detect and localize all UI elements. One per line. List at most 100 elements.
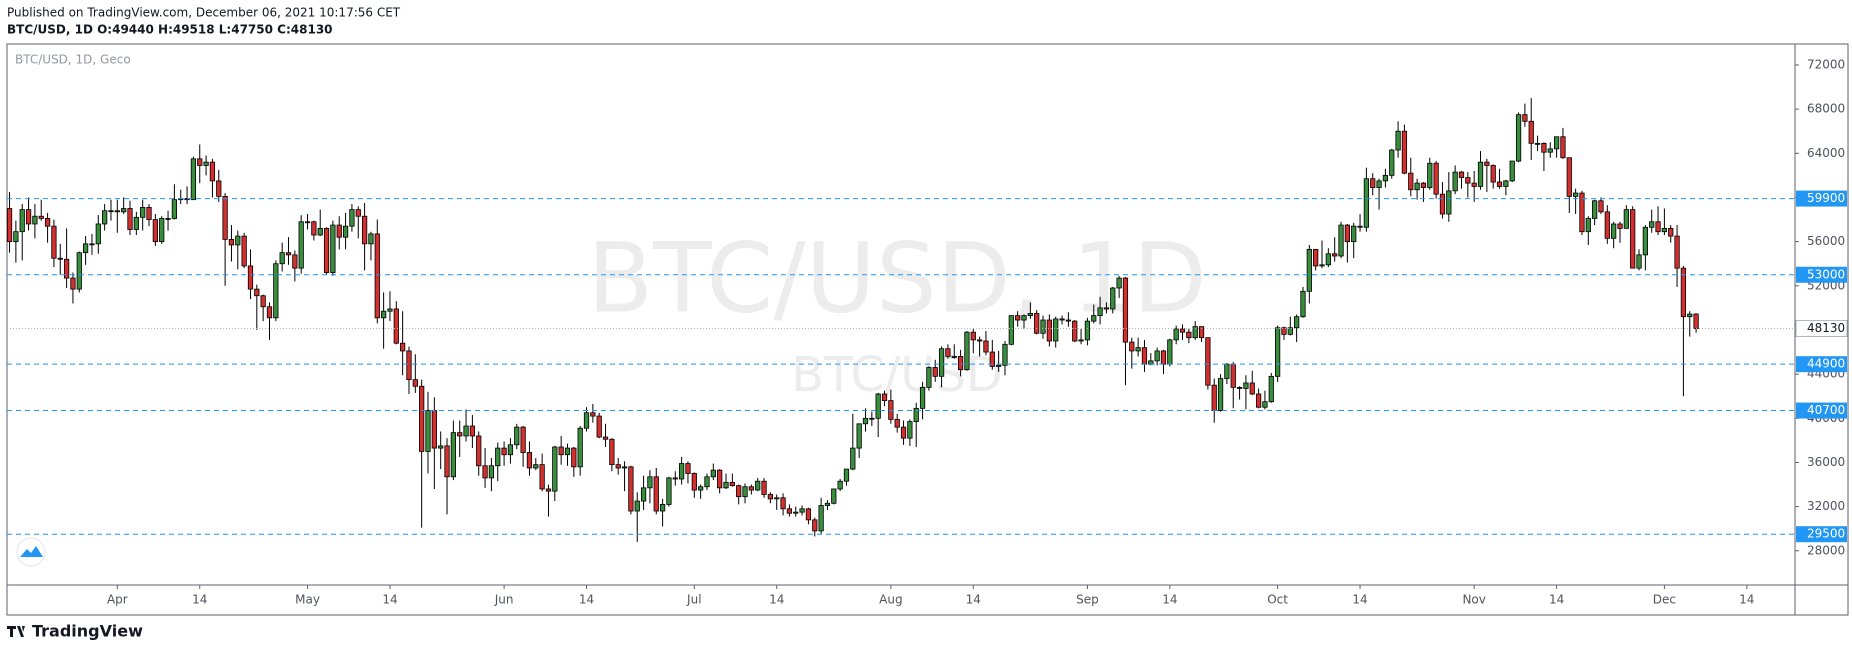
candle-body [1313, 248, 1319, 267]
candle-body [564, 447, 571, 456]
candle-body [1319, 264, 1325, 267]
candle-body [761, 480, 767, 495]
y-tick-label: 56000 [1807, 234, 1845, 248]
candle-body [1275, 327, 1281, 377]
candle-body [412, 379, 418, 387]
candle-body [672, 477, 678, 480]
candle-body [482, 465, 488, 479]
candle-body [419, 385, 425, 452]
candle-body [1325, 253, 1331, 266]
candle-body [932, 367, 938, 377]
candle-body [729, 481, 735, 487]
candle-body [507, 444, 514, 456]
candle-body [989, 351, 995, 367]
candle-body [1661, 227, 1668, 233]
candle-body [609, 438, 615, 466]
candle-body [140, 207, 146, 218]
candle-body [368, 233, 374, 245]
candle-body [1547, 148, 1553, 153]
candle-body [330, 224, 336, 273]
candle-body [621, 466, 628, 469]
y-tick-label: 28000 [1807, 543, 1845, 557]
candle-body [469, 425, 476, 437]
candle-body [159, 218, 165, 243]
candle-body [1167, 339, 1173, 365]
candle-body [1078, 339, 1084, 342]
candle-body [583, 412, 590, 429]
candle-body [260, 295, 266, 308]
candle-body [786, 508, 793, 514]
candle-body [1338, 224, 1344, 257]
candle-body [1243, 382, 1249, 389]
level-label: 59900 [1807, 191, 1845, 205]
candle-body [1566, 157, 1572, 197]
candle-body [1046, 319, 1052, 342]
candle-body [717, 469, 723, 489]
candle-body [1053, 318, 1059, 342]
candle-body [1668, 227, 1674, 237]
candle-body [228, 239, 235, 246]
candle-body [393, 308, 399, 344]
level-label: 44900 [1807, 357, 1845, 371]
candle-body [1471, 182, 1477, 187]
candle-body [1103, 307, 1110, 310]
x-tick-label: 14 [966, 593, 981, 607]
candle-body [19, 209, 25, 233]
x-tick-label: 14 [1162, 593, 1177, 607]
candle-body [1332, 253, 1338, 257]
candle-body [1217, 378, 1224, 411]
candle-body [102, 210, 108, 225]
candle-body [197, 158, 203, 166]
candle-body [1281, 327, 1287, 335]
candle-body [900, 426, 907, 439]
x-tick-label: 14 [1739, 593, 1754, 607]
candle-body [856, 423, 862, 449]
candle-body [83, 243, 89, 254]
candle-body [1110, 287, 1116, 310]
candle-body [209, 161, 216, 182]
candle-body [723, 481, 729, 489]
candle-body [1655, 221, 1661, 233]
candle-body [38, 215, 44, 219]
watermark-sub: BTC/USD [791, 347, 1003, 403]
y-tick-label: 68000 [1807, 102, 1845, 116]
candle-body [25, 209, 32, 225]
candle-body [1579, 192, 1585, 233]
candle-body [1021, 315, 1027, 321]
candle-body [1680, 267, 1687, 318]
candle-body [907, 421, 913, 439]
candle-body [1528, 120, 1534, 144]
candle-body [1262, 401, 1268, 408]
candle-body [533, 464, 539, 469]
candle-body [1433, 162, 1439, 195]
level-label: 53000 [1807, 267, 1845, 281]
candle-body [1072, 320, 1078, 342]
candle-body [1382, 174, 1389, 182]
candle-body [1135, 347, 1141, 352]
candle-body [63, 258, 70, 279]
candle-body [400, 342, 406, 352]
candle-body [704, 476, 710, 488]
candle-body [1592, 200, 1598, 219]
x-tick-label: 14 [1352, 593, 1367, 607]
candle-body [342, 225, 349, 238]
candle-body [266, 306, 273, 319]
candle-body [831, 488, 837, 504]
candle-body [1344, 224, 1350, 243]
candle-body [76, 252, 82, 290]
candle-body [247, 265, 254, 290]
candle-body [640, 487, 647, 502]
candle-body [457, 432, 463, 437]
legend-text: BTC/USD, 1D, Geco [15, 53, 131, 67]
candle-body [1687, 313, 1693, 318]
x-tick-label: Nov [1462, 593, 1485, 607]
candle-body [919, 386, 926, 409]
candle-body [171, 199, 178, 219]
candle-body [964, 331, 970, 371]
candle-body [983, 340, 989, 353]
candle-body [241, 235, 247, 267]
candle-body [1268, 375, 1274, 403]
candle-body [1351, 225, 1357, 243]
